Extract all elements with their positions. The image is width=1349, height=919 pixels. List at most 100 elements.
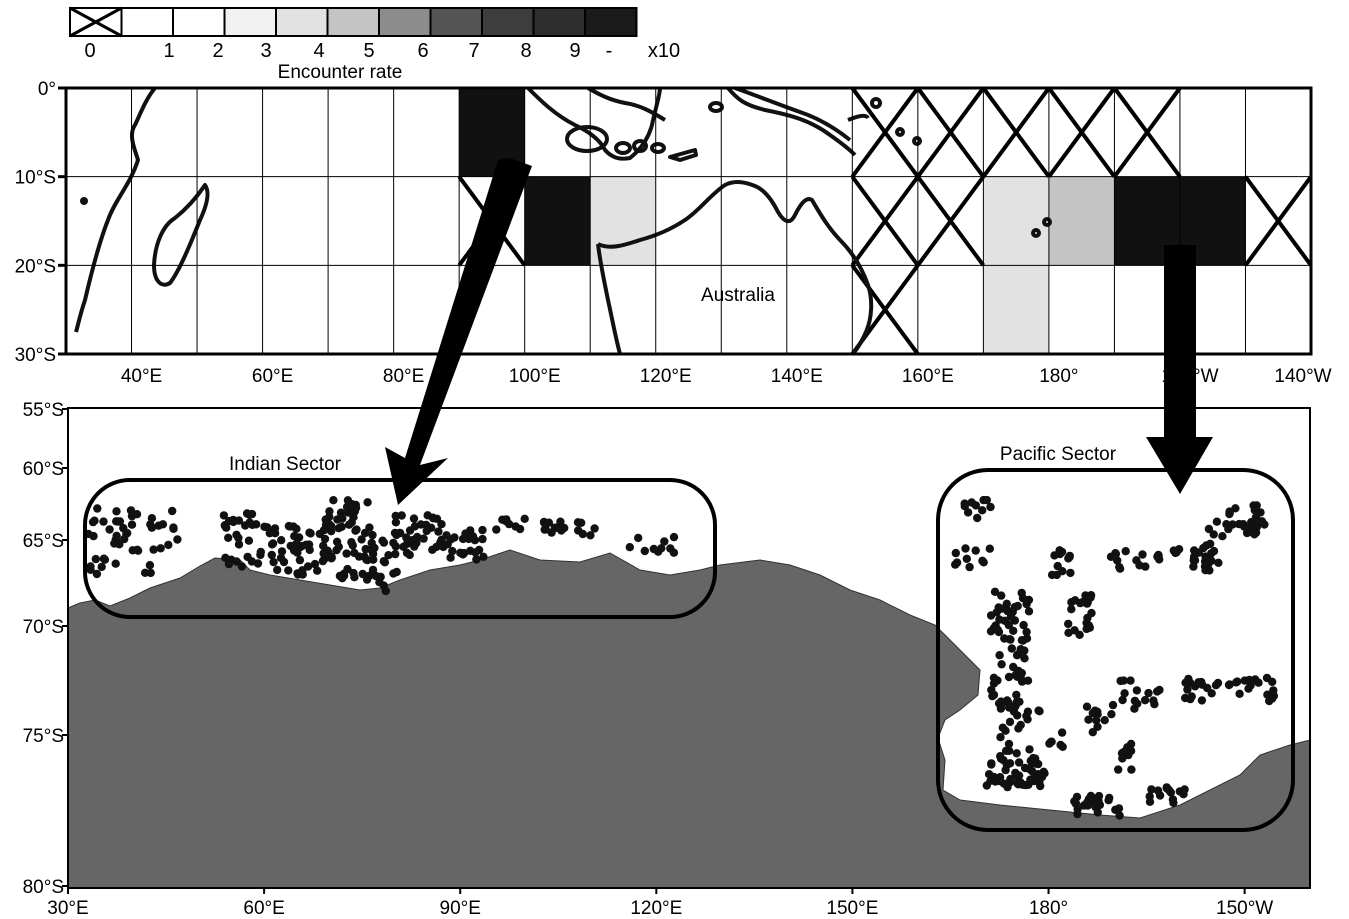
sighting-point <box>1088 728 1098 737</box>
sighting-point <box>221 553 230 562</box>
sighting-point <box>405 550 414 560</box>
sighting-point <box>990 587 1000 596</box>
legend-swatch-9 <box>532 7 586 37</box>
bottom-y-tick-label: 55°S <box>23 400 64 421</box>
bottom-x-tick-label: 150°E <box>826 898 878 919</box>
sighting-point <box>1084 715 1093 724</box>
legend-title: Encounter rate <box>278 62 403 83</box>
sighting-point <box>1000 616 1010 625</box>
legend-swatch-3 <box>223 7 277 37</box>
top-x-tick-label: 60°E <box>252 366 293 387</box>
sighting-point <box>1120 747 1130 756</box>
sighting-point <box>951 560 960 569</box>
sighting-point <box>986 502 995 512</box>
sighting-point <box>241 521 250 530</box>
sighting-point <box>320 534 330 544</box>
sighting-point <box>1007 644 1016 653</box>
sighting-point <box>996 733 1005 742</box>
sighting-point <box>989 679 999 688</box>
sighting-point <box>1175 787 1185 796</box>
sighting-point <box>277 536 286 545</box>
sighting-point <box>1126 676 1135 685</box>
sighting-point <box>1022 599 1031 609</box>
sighting-point <box>1012 749 1021 758</box>
sighting-point <box>1212 517 1222 526</box>
sighting-point <box>997 591 1006 600</box>
sighting-point <box>1132 686 1142 695</box>
sighting-point <box>289 522 298 531</box>
top-map-crossed-cell <box>1047 86 1117 178</box>
sighting-point <box>1001 779 1011 789</box>
top-map-crossed-cell <box>916 86 985 178</box>
sighting-point <box>243 552 252 562</box>
top-map-cell <box>983 265 1049 354</box>
sighting-point <box>634 533 643 543</box>
sighting-point <box>1075 630 1084 639</box>
sighting-point <box>1114 804 1124 813</box>
sighting-point <box>1204 524 1214 534</box>
sighting-point <box>127 520 137 529</box>
sighting-point <box>1018 636 1028 645</box>
sighting-point <box>540 525 549 534</box>
bottom-y-tick-label: 65°S <box>23 531 64 552</box>
bottom-x-tick-label: 30°E <box>47 898 88 919</box>
sighting-point <box>234 540 244 549</box>
bottom-y-tick-label: 80°S <box>23 877 64 898</box>
sighting-point <box>132 510 142 519</box>
sighting-point <box>347 538 356 547</box>
sighting-point <box>1057 547 1067 557</box>
sighting-point <box>458 550 468 559</box>
top-map-frame <box>64 86 1313 356</box>
sighting-point <box>391 518 401 527</box>
sighting-point <box>1012 690 1021 700</box>
sighting-point <box>1058 567 1067 576</box>
sighting-point <box>154 521 163 530</box>
top-x-tick-label: 40°E <box>121 366 162 387</box>
sighting-point <box>557 526 566 535</box>
sighting-point <box>1172 548 1181 557</box>
sighting-point <box>1093 722 1102 731</box>
sighting-point <box>97 562 106 572</box>
sighting-point <box>1246 681 1255 690</box>
sighting-point <box>343 496 353 505</box>
sighting-point <box>1083 798 1092 807</box>
sighting-point <box>325 507 334 516</box>
sighting-point <box>1064 628 1073 637</box>
sighting-point <box>343 564 352 574</box>
sighting-point <box>112 507 121 516</box>
sighting-point <box>669 548 679 557</box>
sighting-point <box>1251 675 1260 684</box>
sighting-point <box>1262 673 1272 683</box>
sighting-point <box>391 511 400 521</box>
sighting-point <box>1017 588 1026 598</box>
sighting-point <box>277 547 287 556</box>
top-y-tick-label: 10°S <box>15 168 56 189</box>
sighting-point <box>1234 519 1244 529</box>
sighting-point <box>960 499 969 508</box>
top-map: Australia 0° 10°S 20°S 30°S 40°E 60°E 80°E 100… <box>15 79 1332 387</box>
legend-swatch-5 <box>326 7 380 37</box>
bottom-x-tick-label: 60°E <box>243 898 284 919</box>
sighting-point <box>996 752 1005 761</box>
sighting-point <box>245 510 254 519</box>
sighting-point <box>1067 598 1076 607</box>
sighting-point <box>397 511 406 520</box>
sighting-point <box>1197 696 1207 705</box>
legend-label-10: - <box>606 40 613 62</box>
sighting-point <box>140 568 150 577</box>
legend-label-1: 1 <box>163 40 174 62</box>
sighting-point <box>384 551 393 560</box>
sighting-point <box>471 548 480 557</box>
bottom-map-y-ticks: 55°S 60°S 65°S 70°S 75°S 80°S <box>23 400 68 898</box>
sighting-point <box>313 566 322 575</box>
top-x-tick-label: 140°W <box>1274 366 1331 387</box>
sighting-point <box>1087 608 1096 618</box>
sighting-point <box>1189 562 1198 571</box>
sighting-point <box>654 547 663 556</box>
top-y-tick-label: 0° <box>38 79 56 100</box>
sighting-point <box>1233 677 1242 686</box>
top-map-cells <box>457 86 1313 356</box>
sighting-point <box>1014 758 1024 767</box>
sighting-point <box>1150 700 1159 709</box>
top-map-crossed-cell <box>1112 86 1182 178</box>
